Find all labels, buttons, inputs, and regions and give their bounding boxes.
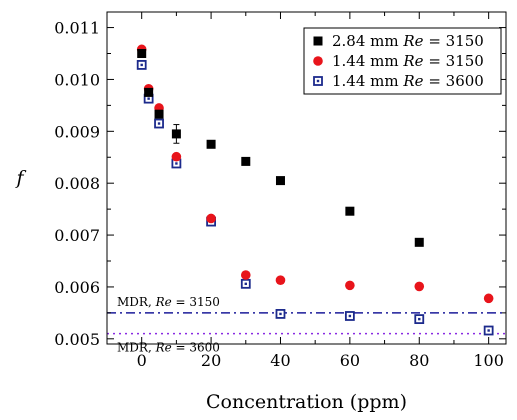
y-tick-label: 0.008: [54, 174, 100, 193]
legend-label: 1.44 mm Re = 3600: [332, 72, 484, 90]
x-tick-label: 40: [270, 351, 290, 370]
open-square-dot: [316, 79, 320, 83]
data-point: [240, 270, 251, 280]
open-square-dot: [147, 97, 150, 100]
x-tick-label: 80: [409, 351, 429, 370]
open-square-dot: [140, 63, 143, 67]
data-point: [345, 280, 355, 291]
data-point: [414, 281, 425, 292]
data-point: [154, 109, 164, 119]
x-tick-label: 60: [340, 351, 360, 370]
open-square-dot: [348, 314, 352, 318]
y-tick-label: 0.006: [54, 278, 100, 297]
x-tick-label: 100: [473, 351, 504, 370]
legend-marker: [313, 56, 323, 66]
y-axis-title: f: [14, 167, 26, 189]
data-points: [136, 44, 494, 336]
data-point: [240, 278, 251, 289]
open-square-dot: [157, 122, 161, 125]
data-point: [345, 206, 355, 216]
axis-ticks: 0 20 40 60 80 100 0.005 0.006 0.007 0.008 0.009 0.0…: [54, 12, 506, 370]
data-point: [206, 139, 216, 149]
legend-label: 2.84 mm Re = 3150: [332, 32, 484, 50]
open-square-dot: [175, 162, 178, 165]
open-square-dot: [487, 329, 490, 332]
data-point: [483, 325, 494, 336]
data-point: [414, 237, 424, 247]
data-point: [206, 213, 216, 224]
data-point: [275, 275, 286, 285]
legend-marker: [313, 76, 323, 86]
y-tick-label: 0.011: [54, 19, 100, 38]
data-point: [344, 311, 355, 321]
series-group: [137, 49, 424, 247]
data-point: [137, 49, 147, 58]
data-point: [414, 314, 425, 325]
plot-frame: [106, 11, 507, 345]
legend-box: [303, 27, 502, 95]
y-tick-label: 0.005: [54, 330, 100, 349]
data-point: [275, 176, 285, 186]
legend-label: 1.44 mm Re = 3150: [332, 52, 484, 70]
y-tick-label: 0.010: [54, 70, 100, 89]
y-tick-label: 0.009: [54, 122, 100, 141]
legend-marker: [313, 36, 323, 46]
legend: 2.84 mm Re = 3150 1.44 mm Re = 3150 1.44 m…: [303, 27, 502, 95]
x-tick-label: 20: [201, 351, 221, 370]
series-group: [136, 60, 494, 336]
data-point: [171, 129, 181, 139]
x-tick-label: 0: [137, 351, 147, 370]
open-square-dot: [418, 317, 421, 321]
open-square-dot: [244, 282, 247, 286]
data-point: [144, 87, 154, 97]
open-square-dot: [279, 312, 282, 316]
data-point: [171, 151, 182, 162]
data-point: [241, 156, 251, 166]
data-point: [483, 293, 494, 304]
data-point: [154, 118, 164, 129]
data-point: [136, 60, 147, 70]
data-point: [275, 309, 286, 319]
y-tick-label: 0.007: [54, 226, 100, 245]
reference-line-label: MDR, Re = 3150: [117, 295, 220, 309]
x-axis-title: Concentration (ppm): [206, 391, 407, 413]
